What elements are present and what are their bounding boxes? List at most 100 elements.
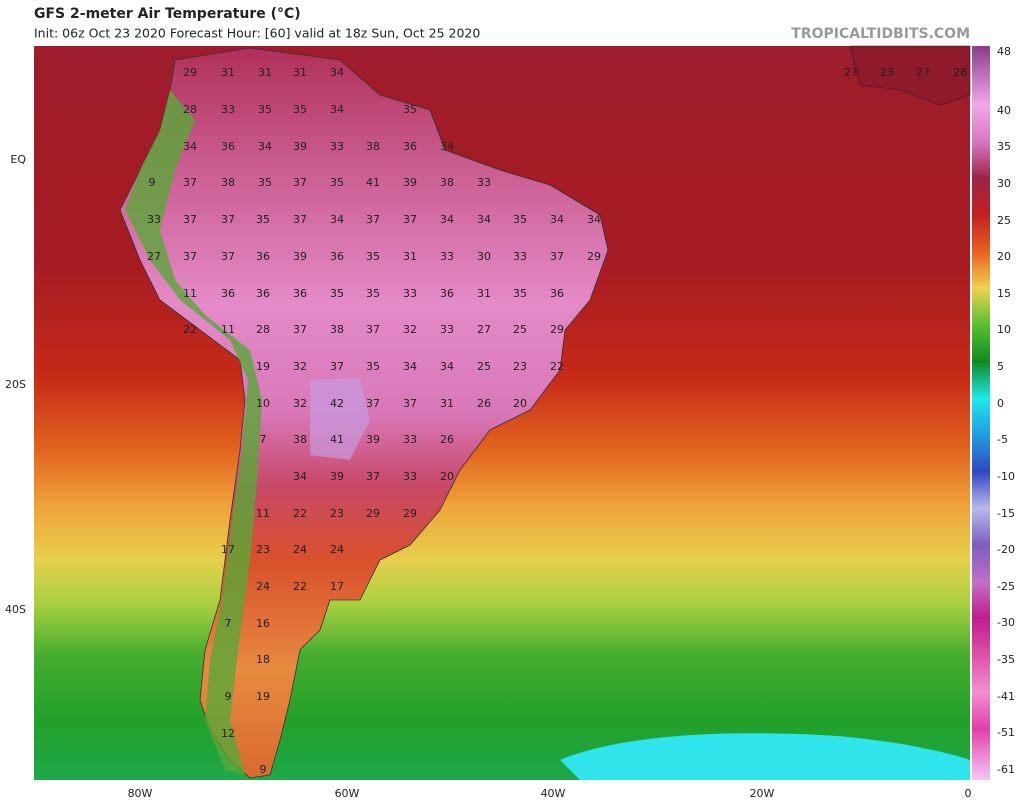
colorbar-label: 20 bbox=[997, 250, 1011, 263]
temperature-label: 28 bbox=[183, 103, 197, 116]
temperature-label: 35 bbox=[513, 213, 527, 226]
temperature-label: 37 bbox=[366, 323, 380, 336]
temperature-label: 11 bbox=[183, 287, 197, 300]
temperature-label: 32 bbox=[403, 323, 417, 336]
temperature-label: 28 bbox=[256, 323, 270, 336]
colorbar-label: -61 bbox=[997, 763, 1015, 776]
temperature-label: 35 bbox=[403, 103, 417, 116]
temperature-label: 30 bbox=[477, 250, 491, 263]
temperature-label: 27 bbox=[916, 66, 930, 79]
temperature-label: 33 bbox=[403, 470, 417, 483]
temperature-label: 23 bbox=[256, 543, 270, 556]
colorbar-label: 40 bbox=[997, 104, 1011, 117]
temperature-label: 9 bbox=[260, 763, 267, 776]
temperature-label: 22 bbox=[550, 360, 564, 373]
andes bbox=[125, 90, 262, 775]
title: GFS 2-meter Air Temperature (°C) bbox=[34, 6, 301, 22]
temperature-label: 26 bbox=[440, 433, 454, 446]
colorbar-label: -51 bbox=[997, 726, 1015, 739]
temperature-label: 24 bbox=[330, 543, 344, 556]
temperature-label: 29 bbox=[366, 507, 380, 520]
temperature-label: 37 bbox=[183, 213, 197, 226]
temperature-label: 39 bbox=[366, 433, 380, 446]
temperature-label: 37 bbox=[330, 360, 344, 373]
temperature-label: 31 bbox=[221, 66, 235, 79]
temperature-label: 37 bbox=[366, 397, 380, 410]
temperature-label: 31 bbox=[258, 66, 272, 79]
temperature-label: 36 bbox=[221, 140, 235, 153]
colorbar-label: -41 bbox=[997, 690, 1015, 703]
temperature-label: 17 bbox=[330, 580, 344, 593]
temperature-label: 35 bbox=[330, 287, 344, 300]
colorbar-label: 25 bbox=[997, 214, 1011, 227]
temperature-label: 24 bbox=[293, 543, 307, 556]
temperature-label: 41 bbox=[366, 176, 380, 189]
temperature-label: 33 bbox=[403, 287, 417, 300]
temperature-label: 36 bbox=[403, 140, 417, 153]
temperature-label: 33 bbox=[147, 213, 161, 226]
temperature-label: 22 bbox=[183, 323, 197, 336]
colorbar-label: 35 bbox=[997, 140, 1011, 153]
temperature-label: 34 bbox=[330, 66, 344, 79]
temperature-label: 42 bbox=[330, 397, 344, 410]
colorbar-label: -10 bbox=[997, 470, 1015, 483]
temperature-label: 34 bbox=[403, 360, 417, 373]
temperature-label: 35 bbox=[513, 287, 527, 300]
temperature-label: 29 bbox=[550, 323, 564, 336]
colorbar-label: -35 bbox=[997, 653, 1015, 666]
temperature-label: 9 bbox=[225, 690, 232, 703]
x-axis-label: 80W bbox=[128, 787, 153, 800]
temperature-label: 35 bbox=[366, 250, 380, 263]
temperature-label: 38 bbox=[440, 176, 454, 189]
temperature-label: 39 bbox=[403, 176, 417, 189]
temperature-label: 11 bbox=[221, 323, 235, 336]
temperature-label: 36 bbox=[256, 250, 270, 263]
temperature-label: 7 bbox=[260, 433, 267, 446]
temperature-label: 29 bbox=[183, 66, 197, 79]
temperature-label: 31 bbox=[477, 287, 491, 300]
temperature-label: 33 bbox=[513, 250, 527, 263]
temperature-label: 11 bbox=[256, 507, 270, 520]
temperature-label: 35 bbox=[256, 213, 270, 226]
temperature-label: 31 bbox=[440, 397, 454, 410]
y-axis-label: 40S bbox=[5, 603, 26, 616]
temperature-label: 18 bbox=[256, 653, 270, 666]
temperature-label: 20 bbox=[440, 470, 454, 483]
temperature-label: 34 bbox=[550, 213, 564, 226]
temperature-label: 19 bbox=[256, 360, 270, 373]
temperature-label: 17 bbox=[221, 543, 235, 556]
x-axis-label: 0 bbox=[965, 787, 972, 800]
temperature-label: 24 bbox=[256, 580, 270, 593]
temperature-label: 33 bbox=[403, 433, 417, 446]
colorbar-label: -15 bbox=[997, 507, 1015, 520]
temperature-label: 34 bbox=[258, 140, 272, 153]
temperature-label: 16 bbox=[256, 617, 270, 630]
temperature-label: 20 bbox=[513, 397, 527, 410]
colorbar-label: -25 bbox=[997, 580, 1015, 593]
temperature-label: 35 bbox=[366, 360, 380, 373]
hot-spot bbox=[310, 378, 370, 460]
temperature-label: 34 bbox=[440, 213, 454, 226]
temperature-label: 35 bbox=[258, 176, 272, 189]
y-axis-label: EQ bbox=[10, 153, 26, 166]
temperature-label: 34 bbox=[330, 213, 344, 226]
map bbox=[34, 45, 971, 780]
temperature-label: 34 bbox=[293, 470, 307, 483]
temperature-label: 36 bbox=[550, 287, 564, 300]
colorbar-label: -30 bbox=[997, 616, 1015, 629]
y-axis-label: 20S bbox=[5, 378, 26, 391]
temperature-label: 29 bbox=[587, 250, 601, 263]
temperature-label: 37 bbox=[221, 250, 235, 263]
temperature-label: 28 bbox=[953, 66, 967, 79]
colorbar-label: 0 bbox=[997, 397, 1004, 410]
temperature-label: 19 bbox=[256, 690, 270, 703]
temperature-label: 7 bbox=[225, 617, 232, 630]
temperature-label: 36 bbox=[293, 287, 307, 300]
temperature-label: 33 bbox=[440, 250, 454, 263]
x-axis-label: 60W bbox=[335, 787, 360, 800]
temperature-label: 37 bbox=[366, 213, 380, 226]
colorbar-label: 5 bbox=[997, 360, 1004, 373]
temperature-label: 33 bbox=[330, 140, 344, 153]
temperature-label: 25 bbox=[477, 360, 491, 373]
